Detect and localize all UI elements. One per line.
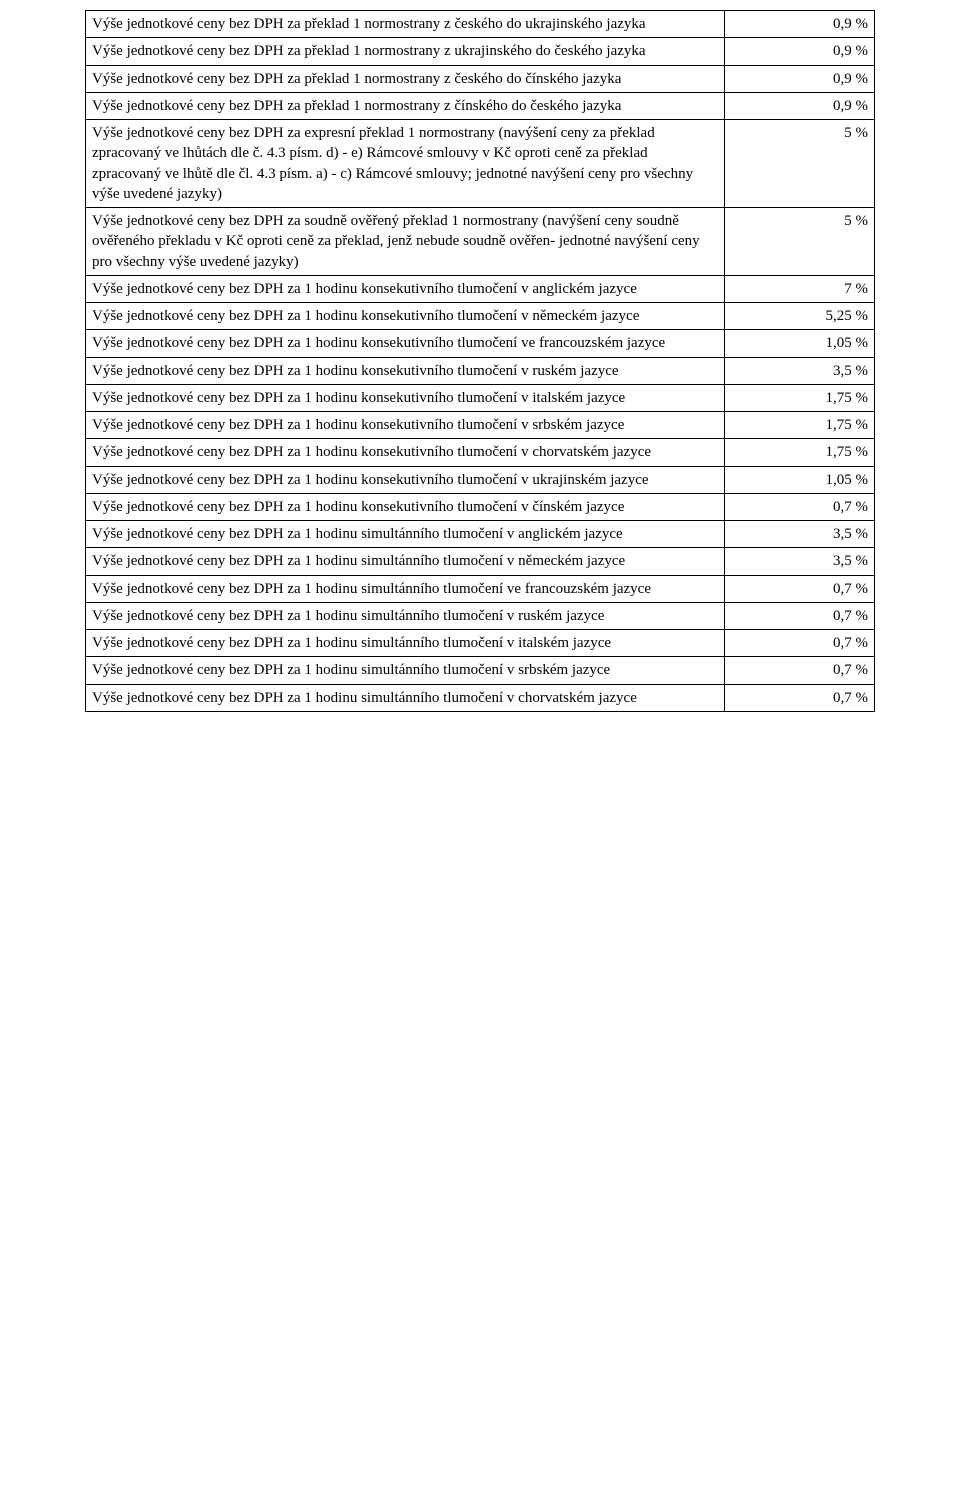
row-value: 5 % [724,120,874,208]
row-description: Výše jednotkové ceny bez DPH za překlad … [86,11,725,38]
pricing-table-body: Výše jednotkové ceny bez DPH za překlad … [86,11,875,712]
table-row: Výše jednotkové ceny bez DPH za překlad … [86,38,875,65]
table-row: Výše jednotkové ceny bez DPH za 1 hodinu… [86,384,875,411]
row-description: Výše jednotkové ceny bez DPH za expresní… [86,120,725,208]
table-row: Výše jednotkové ceny bez DPH za 1 hodinu… [86,493,875,520]
table-row: Výše jednotkové ceny bez DPH za 1 hodinu… [86,548,875,575]
document-page: Výše jednotkové ceny bez DPH za překlad … [0,0,960,732]
table-row: Výše jednotkové ceny bez DPH za 1 hodinu… [86,303,875,330]
row-value: 0,7 % [724,657,874,684]
row-value: 0,7 % [724,575,874,602]
table-row: Výše jednotkové ceny bez DPH za 1 hodinu… [86,684,875,711]
table-row: Výše jednotkové ceny bez DPH za 1 hodinu… [86,275,875,302]
row-description: Výše jednotkové ceny bez DPH za 1 hodinu… [86,657,725,684]
table-row: Výše jednotkové ceny bez DPH za překlad … [86,92,875,119]
row-value: 3,5 % [724,521,874,548]
table-row: Výše jednotkové ceny bez DPH za překlad … [86,11,875,38]
row-description: Výše jednotkové ceny bez DPH za 1 hodinu… [86,575,725,602]
row-description: Výše jednotkové ceny bez DPH za 1 hodinu… [86,357,725,384]
row-value: 0,9 % [724,11,874,38]
row-value: 1,75 % [724,439,874,466]
row-description: Výše jednotkové ceny bez DPH za překlad … [86,65,725,92]
row-description: Výše jednotkové ceny bez DPH za 1 hodinu… [86,602,725,629]
row-value: 1,05 % [724,330,874,357]
row-value: 0,9 % [724,92,874,119]
row-value: 5,25 % [724,303,874,330]
pricing-table: Výše jednotkové ceny bez DPH za překlad … [85,10,875,712]
table-row: Výše jednotkové ceny bez DPH za 1 hodinu… [86,439,875,466]
row-value: 0,7 % [724,630,874,657]
table-row: Výše jednotkové ceny bez DPH za 1 hodinu… [86,602,875,629]
row-value: 5 % [724,208,874,276]
row-description: Výše jednotkové ceny bez DPH za překlad … [86,38,725,65]
table-row: Výše jednotkové ceny bez DPH za překlad … [86,65,875,92]
table-row: Výše jednotkové ceny bez DPH za 1 hodinu… [86,330,875,357]
table-row: Výše jednotkové ceny bez DPH za 1 hodinu… [86,657,875,684]
row-description: Výše jednotkové ceny bez DPH za 1 hodinu… [86,275,725,302]
row-value: 1,75 % [724,384,874,411]
row-description: Výše jednotkové ceny bez DPH za 1 hodinu… [86,384,725,411]
row-value: 3,5 % [724,357,874,384]
table-row: Výše jednotkové ceny bez DPH za 1 hodinu… [86,357,875,384]
table-row: Výše jednotkové ceny bez DPH za soudně o… [86,208,875,276]
row-description: Výše jednotkové ceny bez DPH za 1 hodinu… [86,303,725,330]
row-description: Výše jednotkové ceny bez DPH za 1 hodinu… [86,439,725,466]
row-value: 0,7 % [724,493,874,520]
row-value: 3,5 % [724,548,874,575]
row-description: Výše jednotkové ceny bez DPH za 1 hodinu… [86,521,725,548]
row-description: Výše jednotkové ceny bez DPH za soudně o… [86,208,725,276]
row-description: Výše jednotkové ceny bez DPH za 1 hodinu… [86,493,725,520]
row-value: 0,7 % [724,602,874,629]
row-description: Výše jednotkové ceny bez DPH za 1 hodinu… [86,330,725,357]
table-row: Výše jednotkové ceny bez DPH za 1 hodinu… [86,466,875,493]
row-description: Výše jednotkové ceny bez DPH za 1 hodinu… [86,684,725,711]
row-description: Výše jednotkové ceny bez DPH za 1 hodinu… [86,548,725,575]
table-row: Výše jednotkové ceny bez DPH za 1 hodinu… [86,521,875,548]
table-row: Výše jednotkové ceny bez DPH za 1 hodinu… [86,630,875,657]
table-row: Výše jednotkové ceny bez DPH za 1 hodinu… [86,412,875,439]
row-description: Výše jednotkové ceny bez DPH za 1 hodinu… [86,412,725,439]
row-description: Výše jednotkové ceny bez DPH za 1 hodinu… [86,630,725,657]
row-value: 0,9 % [724,65,874,92]
row-value: 0,7 % [724,684,874,711]
row-value: 7 % [724,275,874,302]
row-value: 0,9 % [724,38,874,65]
table-row: Výše jednotkové ceny bez DPH za expresní… [86,120,875,208]
row-description: Výše jednotkové ceny bez DPH za překlad … [86,92,725,119]
table-row: Výše jednotkové ceny bez DPH za 1 hodinu… [86,575,875,602]
row-value: 1,75 % [724,412,874,439]
row-description: Výše jednotkové ceny bez DPH za 1 hodinu… [86,466,725,493]
row-value: 1,05 % [724,466,874,493]
